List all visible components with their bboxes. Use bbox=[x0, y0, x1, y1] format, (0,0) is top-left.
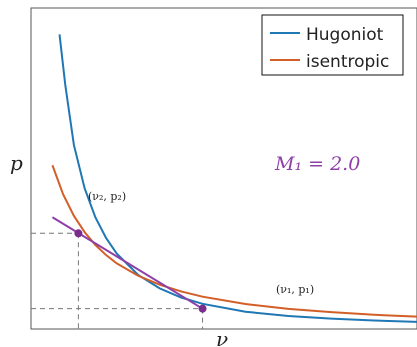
guide-lines bbox=[31, 232, 204, 329]
legend-box bbox=[261, 14, 404, 76]
x-axis-label: ν bbox=[216, 327, 228, 347]
legend-label-isentropic: isentropic bbox=[306, 52, 389, 72]
series-line-rayleigh-line bbox=[51, 216, 204, 310]
series-line-isentropic bbox=[51, 164, 417, 318]
point-state1 bbox=[198, 304, 207, 313]
legend: Hugoniot isentropic bbox=[261, 14, 404, 76]
series-line-hugoniot bbox=[58, 34, 417, 323]
series-layer bbox=[51, 34, 417, 323]
mach-annotation: M₁ = 2.0 bbox=[274, 153, 360, 175]
point-label-state1: (ν₁, p₁) bbox=[276, 283, 314, 296]
point-state2 bbox=[74, 229, 83, 238]
points-layer bbox=[74, 229, 207, 313]
plot-frame bbox=[30, 7, 417, 330]
y-axis-label: p bbox=[10, 151, 23, 175]
legend-label-hugoniot: Hugoniot bbox=[306, 25, 384, 45]
point-label-state2: (ν₂, p₂) bbox=[88, 190, 126, 203]
